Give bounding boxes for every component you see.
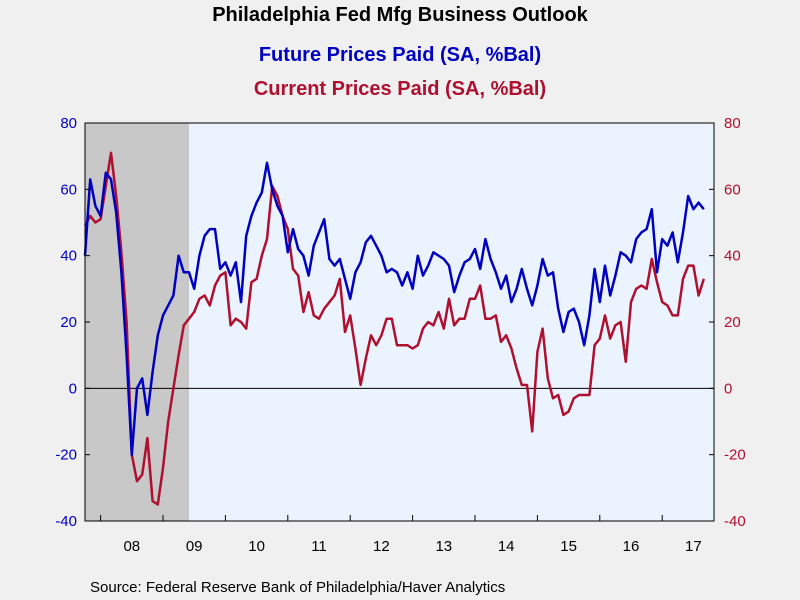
right-tick-label: 60 — [724, 181, 741, 198]
left-tick-label: -20 — [55, 447, 77, 464]
left-tick-label: 80 — [60, 115, 77, 132]
x-tick-label: 08 — [123, 538, 140, 555]
left-tick-label: 20 — [60, 314, 77, 331]
right-tick-label: 20 — [724, 314, 741, 331]
plot-area — [85, 123, 714, 521]
right-tick-label: 80 — [724, 115, 741, 132]
left-tick-label: 40 — [60, 248, 77, 265]
recession-shading — [85, 123, 189, 521]
x-tick-label: 15 — [560, 538, 577, 555]
x-tick-label: 17 — [685, 538, 702, 555]
future-prices-paid-line — [83, 161, 705, 456]
x-tick-label: 09 — [186, 538, 203, 555]
current-prices-paid-line — [83, 151, 705, 506]
right-tick-label: -40 — [724, 513, 746, 530]
x-tick-label: 13 — [435, 538, 452, 555]
right-tick-label: 40 — [724, 248, 741, 265]
right-tick-label: -20 — [724, 447, 746, 464]
right-tick-label: 0 — [724, 380, 732, 397]
axis-layer: 80 60 40 20 0 -20 -40 80 60 40 20 0 -20 -40 08 09 10 11 12… — [55, 115, 745, 555]
series-layer — [83, 151, 705, 506]
legend-current-prices-paid: Current Prices Paid (SA, %Bal) — [254, 78, 546, 100]
x-tick-label: 14 — [498, 538, 515, 555]
legend-future-prices-paid: Future Prices Paid (SA, %Bal) — [259, 44, 541, 66]
x-tick-label: 12 — [373, 538, 390, 555]
x-tick-label: 10 — [248, 538, 265, 555]
left-tick-label: -40 — [55, 513, 77, 530]
left-tick-label: 60 — [60, 181, 77, 198]
x-tick-label: 16 — [623, 538, 640, 555]
left-tick-label: 0 — [69, 380, 77, 397]
chart-title: Philadelphia Fed Mfg Business Outlook — [212, 4, 588, 26]
source-note: Source: Federal Reserve Bank of Philadel… — [90, 579, 505, 596]
x-tick-label: 11 — [311, 538, 327, 555]
